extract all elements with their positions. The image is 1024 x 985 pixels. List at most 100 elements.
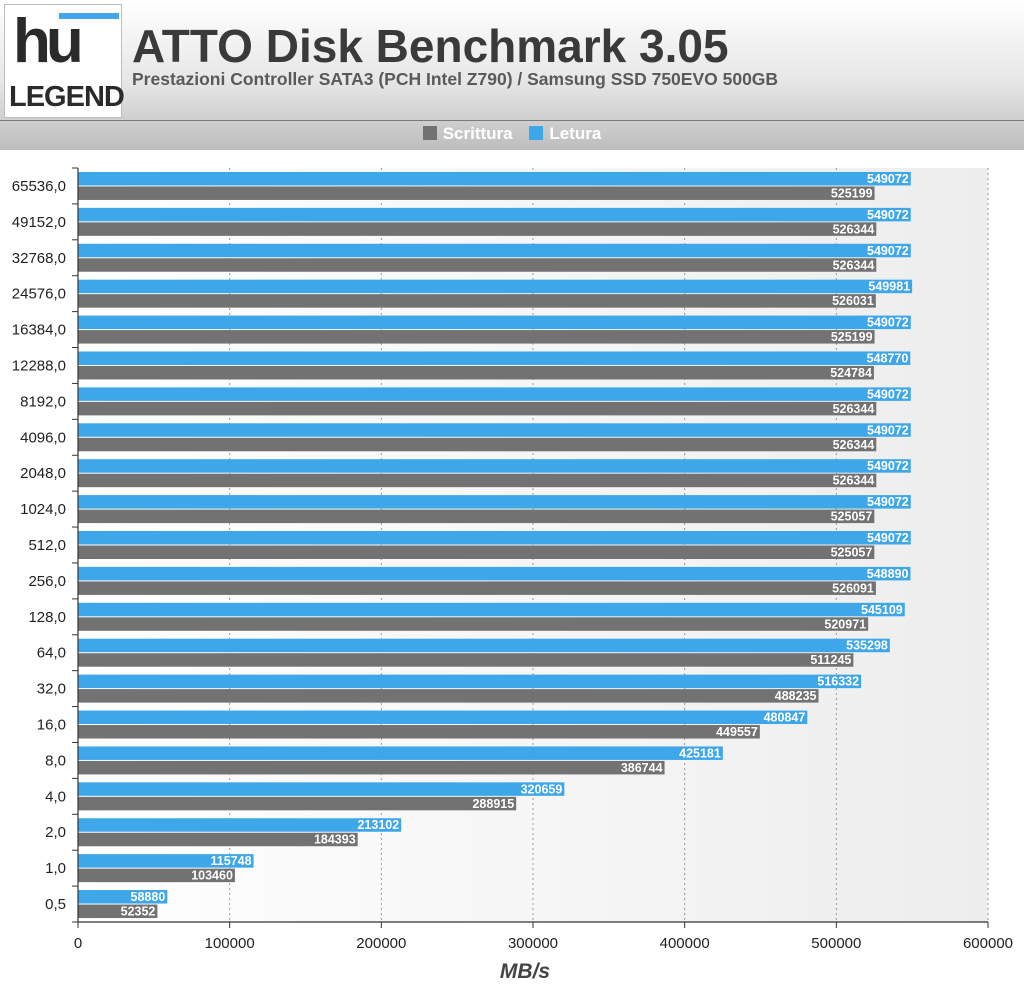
bar-read — [78, 351, 911, 365]
bar-read — [78, 818, 402, 832]
data-label-read: 549072 — [867, 387, 909, 401]
data-label-read: 549072 — [867, 208, 909, 222]
bar-read — [78, 746, 723, 760]
legend-label-write: Scrittura — [442, 124, 513, 143]
bar-write — [78, 545, 875, 559]
logo-wordmark: LEGEND — [9, 81, 125, 113]
data-label-write: 520971 — [824, 617, 866, 631]
data-label-write: 526031 — [832, 294, 874, 308]
x-tick-label: 0 — [74, 935, 82, 952]
y-tick-label: 32768,0 — [12, 250, 66, 267]
data-label-read: 549072 — [867, 244, 909, 258]
data-label-write: 288915 — [472, 797, 514, 811]
bar-read — [78, 710, 808, 725]
y-tick-label: 2048,0 — [20, 465, 66, 482]
data-label-write: 511245 — [810, 653, 851, 667]
y-tick-label: 0,5 — [45, 896, 66, 913]
legend-item-write: Scrittura — [422, 124, 513, 144]
data-label-read: 548770 — [867, 351, 909, 365]
data-label-write: 525199 — [831, 186, 873, 200]
bar-write — [78, 760, 665, 775]
data-label-read: 425181 — [679, 746, 721, 760]
bar-write — [78, 186, 875, 200]
data-label-read: 213102 — [357, 818, 399, 832]
bar-write — [78, 617, 869, 631]
data-label-write: 52352 — [121, 905, 156, 919]
data-label-read: 549072 — [867, 172, 909, 186]
x-tick-label: 300000 — [508, 935, 558, 952]
y-tick-label: 8192,0 — [20, 393, 66, 410]
data-label-read: 320659 — [521, 782, 563, 796]
bar-read — [78, 890, 168, 904]
chart-legend: Scrittura Letura — [0, 124, 1024, 144]
x-axis-title: MB/s — [500, 960, 550, 983]
legend-label-read: Letura — [549, 124, 602, 143]
y-tick-label: 1,0 — [45, 860, 66, 877]
y-tick-label: 32,0 — [37, 681, 66, 698]
bar-write — [78, 868, 235, 883]
y-tick-label: 2,0 — [45, 824, 66, 841]
bar-write — [78, 653, 854, 667]
bar-write — [78, 904, 158, 919]
bar-write — [78, 725, 760, 739]
brand-logo: hu LEGEND — [4, 4, 125, 118]
data-label-write: 526344 — [833, 222, 875, 236]
bar-write — [78, 258, 877, 272]
data-label-write: 488235 — [775, 689, 817, 703]
data-label-write: 526344 — [833, 402, 875, 416]
y-tick-label: 16,0 — [37, 717, 66, 734]
y-tick-label: 8,0 — [45, 752, 66, 769]
bar-write — [78, 401, 877, 416]
bar-read — [78, 782, 565, 796]
data-label-read: 115748 — [211, 854, 252, 868]
y-tick-label: 4096,0 — [20, 429, 66, 446]
y-tick-label: 65536,0 — [12, 178, 66, 195]
data-label-write: 526344 — [833, 258, 875, 272]
bar-write — [78, 330, 875, 344]
data-label-read: 545109 — [861, 603, 903, 617]
bar-read — [78, 674, 862, 689]
y-tick-label: 128,0 — [28, 609, 66, 626]
y-tick-label: 24576,0 — [12, 286, 66, 303]
x-tick-label: 600000 — [963, 935, 1013, 952]
bar-read — [78, 171, 911, 186]
data-label-write: 525057 — [831, 546, 873, 560]
data-label-write: 184393 — [314, 833, 356, 847]
bar-write — [78, 689, 819, 703]
bar-read — [78, 602, 905, 617]
data-label-read: 58880 — [131, 890, 166, 904]
y-tick-label: 49152,0 — [12, 214, 66, 231]
data-label-write: 526344 — [833, 474, 875, 488]
bar-read — [78, 566, 911, 581]
data-label-write: 524784 — [830, 366, 872, 380]
y-tick-label: 12288,0 — [12, 357, 66, 374]
bar-read — [78, 387, 911, 401]
data-label-write: 386744 — [621, 761, 663, 775]
logo-accent-bar — [59, 13, 119, 19]
bar-read — [78, 207, 911, 222]
x-tick-label: 500000 — [811, 935, 861, 952]
bar-read — [78, 531, 911, 545]
data-label-read: 549072 — [867, 423, 909, 437]
bar-write — [78, 796, 517, 811]
y-tick-label: 256,0 — [28, 573, 66, 590]
y-tick-label: 512,0 — [28, 537, 66, 554]
bar-read — [78, 459, 911, 473]
x-tick-label: 200000 — [356, 935, 406, 952]
bar-write — [78, 294, 876, 308]
chart-subtitle: Prestazioni Controller SATA3 (PCH Intel … — [132, 69, 779, 89]
bar-read — [78, 423, 911, 437]
data-label-write: 525199 — [831, 330, 873, 344]
data-label-read: 549072 — [867, 459, 909, 473]
legend-swatch-write — [422, 126, 437, 140]
data-label-read: 548890 — [867, 567, 909, 581]
bar-read — [78, 279, 913, 294]
legend-swatch-read — [529, 126, 544, 140]
data-label-write: 526091 — [832, 581, 874, 595]
bar-read — [78, 495, 911, 509]
bar-write — [78, 509, 875, 524]
y-tick-label: 4,0 — [45, 788, 66, 805]
logo-mark: hu — [13, 7, 84, 76]
data-label-read: 549072 — [867, 531, 909, 545]
bar-write — [78, 437, 877, 452]
